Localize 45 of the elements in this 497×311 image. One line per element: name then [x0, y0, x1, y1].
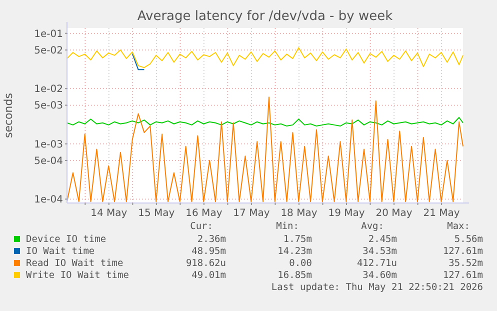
y-tick-label: 5e-04	[34, 156, 63, 167]
text: 0.00	[289, 258, 312, 269]
text: 35.52m	[448, 258, 484, 269]
y-tick-label: 1e-04	[34, 194, 63, 206]
x-tick-label: 14 May	[90, 208, 128, 219]
legend-label: IO Wait time	[26, 246, 95, 257]
text: 412.71u	[356, 258, 397, 269]
legend-label: Write IO Wait time	[26, 270, 130, 281]
text: 14.23m	[278, 246, 312, 257]
text: 34.60m	[362, 270, 398, 281]
x-tick-label: 20 May	[376, 208, 412, 219]
y-axis-title: seconds	[2, 92, 15, 138]
y-tick-label: 1e-02	[34, 84, 63, 96]
line-series	[66, 116, 464, 127]
line-series	[66, 47, 464, 68]
y-tick-label: 5e-03	[34, 100, 63, 112]
text: 127.61m	[442, 270, 484, 281]
line-series	[66, 96, 464, 202]
text: 127.61m	[442, 246, 484, 257]
text: 34.53m	[362, 246, 398, 257]
x-tick-label: 16 May	[186, 208, 222, 219]
text: 49.01m	[192, 270, 226, 281]
text: 2.36m	[197, 234, 226, 245]
legend-label: Device IO time	[26, 234, 106, 245]
text: Cur:	[190, 221, 213, 232]
text: 16.85m	[278, 270, 312, 281]
x-tick-label: 18 May	[280, 208, 318, 219]
text: 2.45m	[368, 234, 398, 245]
text: 48.95m	[192, 246, 226, 257]
y-tick-label: 1e-03	[34, 139, 63, 150]
x-tick-label: 17 May	[233, 208, 270, 219]
text: 1.75m	[283, 234, 312, 245]
legend-label: Read IO Wait time	[26, 258, 124, 269]
text: 918.62u	[186, 258, 226, 269]
x-tick-label: 15 May	[138, 208, 175, 219]
text: Avg:	[361, 221, 384, 232]
y-tick-label: 1e-01	[34, 28, 63, 40]
chart-title: Average latency for /dev/vda - by week	[137, 9, 394, 24]
text: Last update: Thu May 21 22:50:21 2026	[271, 282, 484, 293]
x-tick-label: 19 May	[328, 208, 365, 219]
text: 5.56m	[454, 234, 484, 245]
text: Max:	[447, 221, 470, 232]
x-tick-label: 21 May	[423, 208, 460, 219]
text: Min:	[276, 221, 299, 232]
y-tick-label: 5e-02	[34, 45, 63, 56]
